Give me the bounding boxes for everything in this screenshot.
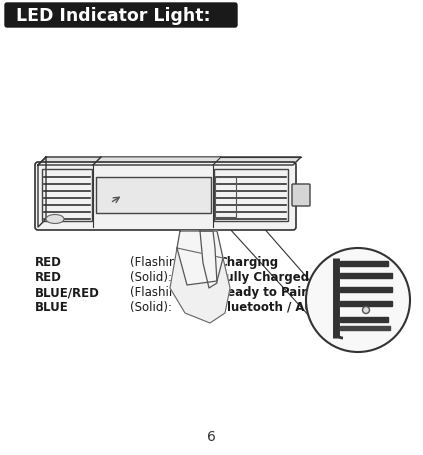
Text: Ready to Pair / Pairing: Ready to Pair / Pairing	[218, 285, 366, 298]
Polygon shape	[38, 157, 301, 166]
Bar	[42, 170, 92, 222]
Polygon shape	[177, 232, 223, 285]
Polygon shape	[340, 288, 392, 293]
Polygon shape	[340, 262, 388, 267]
Text: Fully Charged: Fully Charged	[218, 270, 309, 283]
Text: BLUE: BLUE	[35, 300, 69, 313]
Polygon shape	[340, 326, 390, 330]
Text: 6: 6	[206, 429, 215, 443]
Circle shape	[306, 248, 410, 352]
Text: (Solid):: (Solid):	[130, 300, 172, 313]
FancyBboxPatch shape	[5, 4, 237, 28]
Polygon shape	[340, 317, 388, 322]
Ellipse shape	[46, 215, 64, 224]
Text: RED: RED	[35, 255, 62, 268]
Bar	[96, 177, 211, 213]
Text: (Flashing):: (Flashing):	[130, 285, 192, 298]
Polygon shape	[38, 157, 46, 228]
Polygon shape	[170, 248, 230, 324]
Text: BLUE/RED: BLUE/RED	[35, 285, 100, 298]
Text: (Flashing):: (Flashing):	[130, 255, 192, 268]
Text: Charging: Charging	[218, 255, 278, 268]
FancyBboxPatch shape	[292, 185, 310, 207]
Bar	[214, 170, 288, 222]
FancyBboxPatch shape	[35, 162, 296, 231]
Text: Bluetooth / AUX mode: Bluetooth / AUX mode	[218, 300, 363, 313]
Bar	[215, 177, 236, 217]
Polygon shape	[340, 301, 392, 306]
Text: LED Indicator Light:: LED Indicator Light:	[16, 7, 211, 25]
Text: RED: RED	[35, 270, 62, 283]
Text: (Solid):: (Solid):	[130, 270, 172, 283]
Polygon shape	[340, 273, 392, 278]
Circle shape	[363, 307, 370, 314]
Polygon shape	[200, 232, 217, 288]
